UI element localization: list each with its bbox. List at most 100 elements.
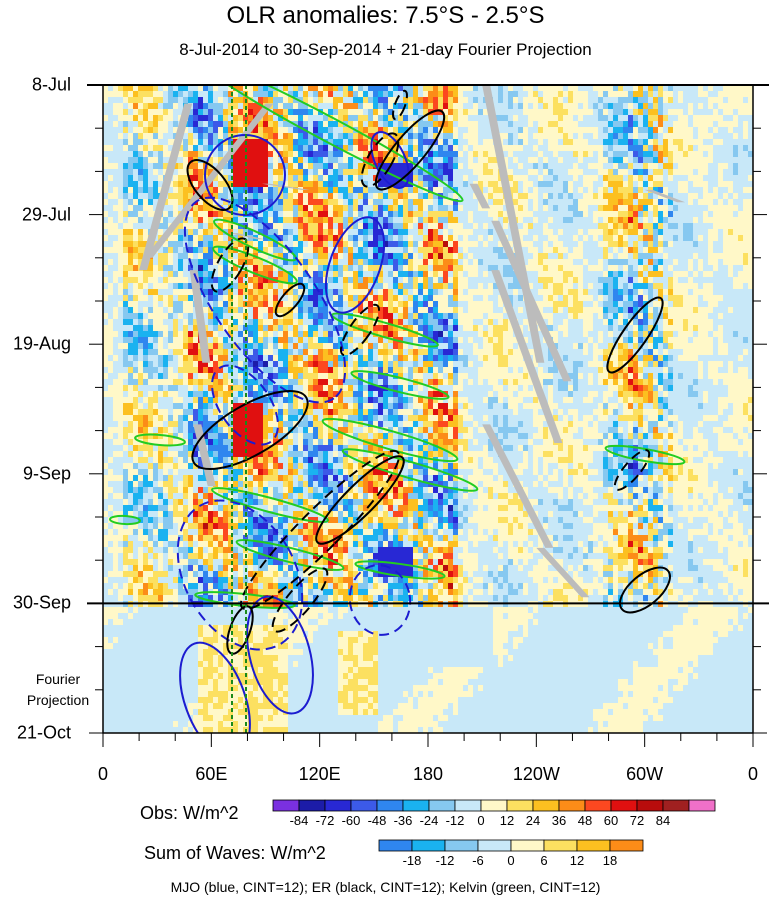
er-contour: [186, 159, 234, 211]
colorbar-box: [688, 799, 716, 812]
colorbar-box: [636, 799, 664, 812]
kelvin-contour: [134, 433, 186, 447]
colorbar-box: [428, 799, 456, 812]
mjo-contour: [183, 196, 347, 404]
kelvin-contour: [354, 560, 446, 580]
colorbar-box: [584, 799, 612, 812]
colorbar-box: [510, 839, 545, 852]
x-tick-label: 0: [97, 764, 109, 784]
x-tick-label: 180: [412, 764, 444, 784]
mjo-contour: [211, 364, 279, 446]
wave-legend-caption: MJO (blue, CINT=12); ER (black, CINT=12)…: [170, 879, 601, 895]
colorbar-label: 72: [629, 813, 645, 828]
colorbar-label: -12: [435, 853, 455, 868]
x-tick-label: 60E: [195, 764, 228, 784]
colorbar-box: [298, 799, 326, 812]
colorbar-label: -48: [367, 813, 387, 828]
colorbar-box: [402, 799, 430, 812]
colorbar-label: -12: [445, 813, 465, 828]
obs-colorbar-title: Obs: W/m^2: [140, 803, 239, 823]
colorbar-box: [272, 799, 300, 812]
colorbar-box: [350, 799, 378, 812]
waves-colorbar: [378, 839, 644, 852]
colorbar-label: 18: [602, 853, 618, 868]
er-contour: [191, 389, 309, 471]
chart-title: OLR anomalies: 7.5°S - 2.5°S: [226, 2, 545, 29]
missing-data-streak: [491, 270, 563, 443]
colorbar-label: 84: [655, 813, 671, 828]
colorbar-label: 12: [569, 853, 585, 868]
waves-colorbar-title: Sum of Waves: W/m^2: [144, 843, 326, 863]
colorbar-label: 36: [551, 813, 567, 828]
y-tick-label: 19-Aug: [12, 333, 71, 354]
er-contour: [271, 567, 329, 633]
mjo-contour: [204, 134, 286, 216]
fourier-projection-label: Fourier Projection: [26, 671, 90, 708]
kelvin-contour: [211, 487, 329, 523]
colorbar-label: -6: [472, 853, 484, 868]
er-contour: [274, 282, 306, 318]
colorbar-label: -18: [402, 853, 422, 868]
x-tick-label: 120W: [512, 764, 560, 784]
colorbar-label: 24: [525, 813, 541, 828]
missing-data-streak: [482, 424, 554, 548]
missing-data-streak: [261, 183, 310, 190]
colorbar-label: -72: [315, 813, 335, 828]
colorbar-box: [480, 799, 508, 812]
colorbar-label: 6: [540, 853, 548, 868]
y-tick-label: 21-Oct: [16, 722, 71, 743]
kelvin-contour: [341, 448, 479, 492]
y-tick-label: 29-Jul: [21, 204, 71, 225]
colorbar-label: -84: [289, 813, 309, 828]
missing-data-streak: [189, 270, 211, 363]
colorbar-box: [477, 839, 512, 852]
missing-data-streak: [229, 233, 265, 240]
colorbar-label: 60: [603, 813, 619, 828]
er-contour: [392, 89, 408, 121]
missing-data-streak: [536, 547, 590, 598]
er-contour: [606, 296, 664, 374]
colorbar-box: [444, 839, 479, 852]
colorbar-box: [411, 839, 446, 852]
colorbar-box: [532, 799, 560, 812]
obs-colorbar: [272, 799, 716, 812]
mjo-contour: [179, 641, 251, 733]
colorbar-box: [662, 799, 690, 812]
y-tick-label: 30-Sep: [12, 592, 71, 613]
chart-subtitle: 8-Jul-2014 to 30-Sep-2014 + 21-day Fouri…: [179, 40, 592, 59]
kelvin-contour: [350, 370, 450, 400]
mjo-contour: [324, 216, 386, 314]
colorbar-box: [324, 799, 352, 812]
y-tick-label: 8-Jul: [31, 74, 71, 95]
er-contour: [360, 132, 400, 188]
colorbar-box: [558, 799, 586, 812]
mjo-contour: [370, 131, 410, 189]
colorbar-box: [454, 799, 482, 812]
kelvin-contour: [196, 85, 464, 203]
kelvin-contour: [321, 417, 459, 463]
er-contour: [613, 449, 651, 491]
colorbar-label: 0: [507, 853, 515, 868]
x-tick-label: 0: [747, 764, 759, 784]
kelvin-contour: [109, 514, 141, 526]
colorbar-box: [576, 839, 611, 852]
colorbar-box: [378, 839, 413, 852]
kelvin-contour: [212, 245, 298, 285]
x-tick-label: 120E: [298, 764, 341, 784]
missing-data-streak: [491, 220, 572, 382]
colorbar-label: 12: [499, 813, 515, 828]
x-tick-label: 60W: [626, 764, 664, 784]
colorbar-box: [543, 839, 578, 852]
missing-data-streak: [139, 103, 193, 271]
er-contour: [315, 455, 405, 545]
er-contour: [374, 109, 446, 191]
missing-data-streak: [144, 103, 274, 258]
missing-data-streak: [469, 183, 491, 209]
colorbar-label: -36: [393, 813, 413, 828]
kelvin-contour: [235, 539, 345, 571]
er-contour: [619, 566, 671, 614]
er-contour: [339, 303, 381, 357]
colorbar-label: -24: [419, 813, 439, 828]
mjo-contour: [246, 595, 314, 715]
